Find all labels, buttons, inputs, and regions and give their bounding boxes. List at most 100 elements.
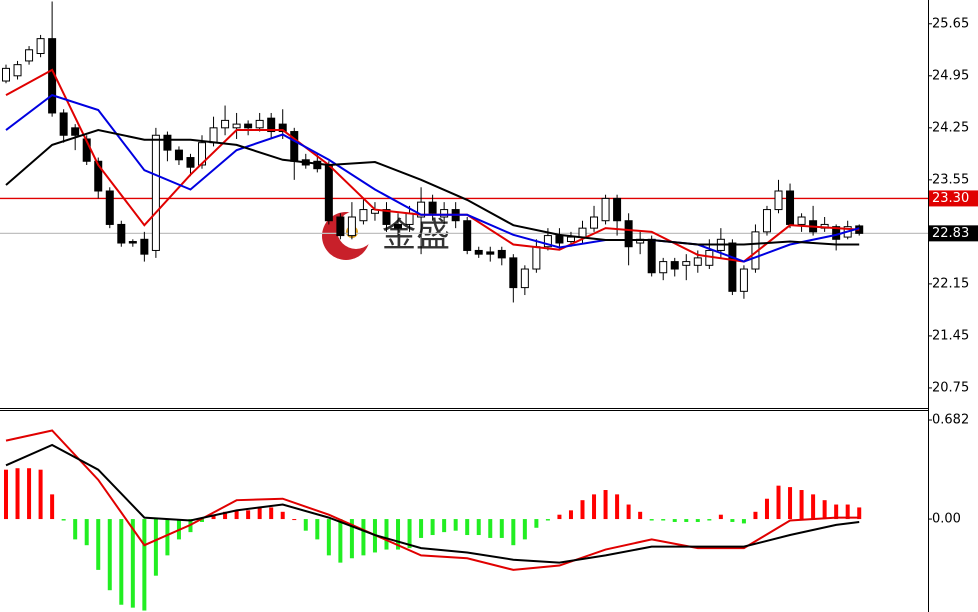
candle-body (543, 235, 552, 248)
candle-body (774, 190, 783, 211)
candle-body (601, 197, 610, 222)
candle-body (578, 227, 587, 238)
histogram-bar (84, 519, 89, 546)
candle-body (71, 127, 80, 136)
histogram-bar (61, 519, 66, 521)
histogram-bar (107, 519, 112, 591)
candle-body (244, 123, 253, 129)
histogram-bar (430, 519, 435, 536)
candle-body (36, 38, 45, 55)
candle-body (255, 119, 264, 129)
histogram-bar (730, 519, 735, 522)
histogram-bar (269, 507, 274, 520)
histogram-bar (96, 519, 101, 570)
candle-body (336, 216, 345, 237)
candle-body (613, 197, 622, 222)
histogram-bar (695, 519, 700, 522)
candle-body (463, 220, 472, 251)
histogram-bar (718, 514, 723, 520)
candle-body (25, 49, 34, 62)
histogram-bar (799, 490, 804, 520)
candle-body (347, 216, 356, 237)
candle-body (278, 123, 287, 133)
histogram-bar (200, 519, 205, 522)
ma-line (5, 429, 860, 571)
candle-body (94, 160, 103, 192)
candle-body (117, 223, 126, 244)
candle-body (590, 216, 599, 229)
histogram-bar (326, 519, 331, 556)
y-tick-label: 21.45 (932, 328, 969, 343)
histogram-bar (845, 504, 850, 520)
histogram-bar (776, 485, 781, 520)
histogram-bar (315, 519, 320, 540)
histogram-bar (153, 519, 158, 576)
y-tick-label: 20.75 (932, 380, 969, 395)
histogram-bar (165, 519, 170, 556)
candle-body (405, 212, 414, 225)
histogram-bar (476, 519, 481, 536)
candle-body (163, 134, 172, 151)
candle-body (659, 261, 668, 274)
histogram-bar (741, 519, 746, 524)
y-tick-label: 23.55 (932, 172, 969, 187)
ma-line (5, 129, 860, 246)
y-tick-label: 22.15 (932, 276, 969, 291)
candle-body (497, 249, 506, 259)
histogram-bar (211, 514, 216, 520)
histogram-bar (349, 519, 354, 559)
histogram-bar (764, 498, 769, 520)
candle-body (555, 235, 564, 244)
histogram-bar (223, 511, 228, 520)
histogram-bar (465, 519, 470, 536)
histogram-bar (142, 519, 147, 611)
candle-body (486, 251, 495, 255)
histogram-bar (257, 507, 262, 520)
histogram-bar (407, 519, 412, 549)
candle-body (786, 190, 795, 225)
histogram-bar (442, 519, 447, 533)
candle-body (105, 190, 114, 225)
candle-body (509, 257, 518, 289)
candle-body (624, 220, 633, 248)
histogram-bar (27, 468, 32, 520)
candle-body (186, 157, 195, 168)
histogram-bar (499, 519, 504, 538)
price-label: 23.30 (932, 191, 969, 206)
histogram-bar (396, 519, 401, 550)
candle-body (209, 127, 218, 144)
candle-body (728, 242, 737, 292)
candle-body (532, 246, 541, 270)
histogram-bar (592, 494, 597, 520)
histogram-bar (130, 519, 135, 608)
price-label-box (929, 190, 978, 207)
histogram-bar (811, 494, 816, 520)
histogram-bar (661, 519, 666, 521)
candle-body (566, 236, 575, 243)
histogram-bar (292, 519, 297, 521)
candle-body (198, 142, 207, 166)
candle-body (174, 149, 183, 161)
candle-body (59, 112, 68, 136)
histogram-bar (38, 469, 43, 520)
histogram-bar (453, 519, 458, 531)
candle-body (394, 223, 403, 229)
y-tick-label: 24.95 (932, 68, 969, 83)
candle-body (151, 134, 160, 251)
histogram-bar (580, 500, 585, 520)
candle-body (647, 238, 656, 274)
histogram-bar (522, 519, 527, 540)
candle-body (267, 117, 276, 133)
histogram-bar (50, 494, 55, 520)
watermark: 金盛 (382, 216, 450, 256)
candle-body (128, 241, 137, 244)
ma-line (5, 443, 860, 564)
histogram-bar (246, 510, 251, 520)
histogram-bar (15, 468, 20, 520)
histogram-bar (384, 519, 389, 550)
histogram-bar (545, 519, 550, 521)
candle-body (232, 123, 241, 129)
histogram-bar (615, 494, 620, 520)
candle-body (313, 160, 322, 170)
